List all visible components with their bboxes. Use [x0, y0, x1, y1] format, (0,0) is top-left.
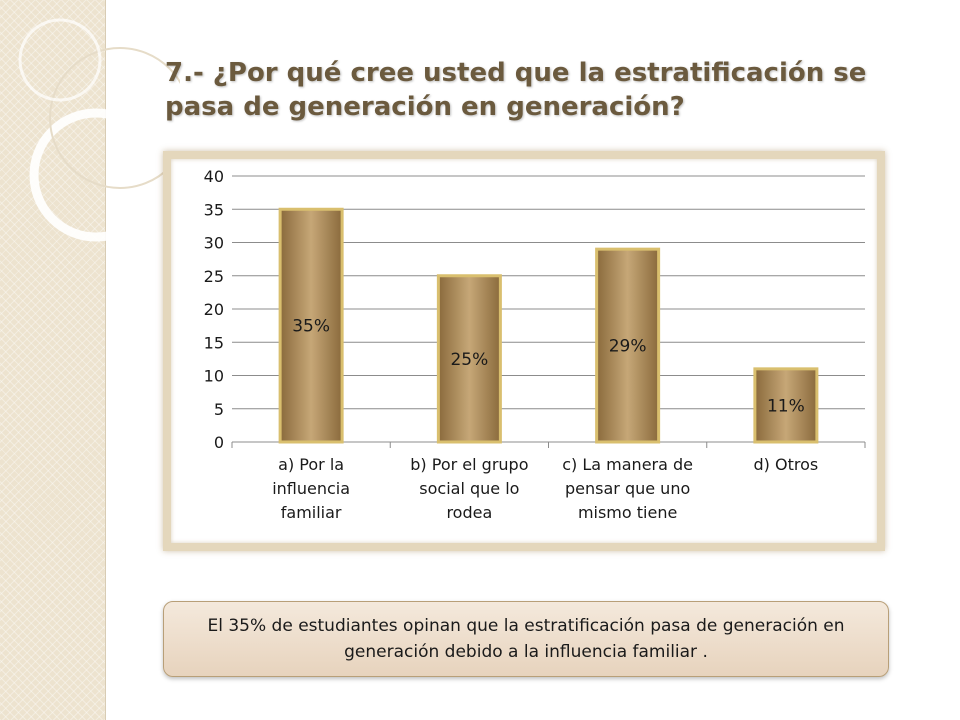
y-tick-label: 25 [204, 267, 224, 286]
y-tick-label: 5 [214, 400, 224, 419]
data-label: 29% [609, 337, 647, 357]
side-decoration-strip [0, 0, 106, 720]
bar-1 [436, 274, 502, 444]
data-label: 35% [292, 317, 330, 337]
x-category-label: familiar [281, 503, 342, 522]
x-category-label: influencia [272, 479, 350, 498]
chart-frame: 0 5 10 15 20 25 30 35 40 35% a) Por la influencia fa… [163, 151, 885, 551]
y-tick-label: 15 [204, 333, 224, 352]
y-tick-label: 0 [214, 433, 224, 452]
conclusion-text: El 35% de estudiantes opinan que la estr… [207, 616, 845, 662]
data-label: 25% [450, 350, 488, 370]
x-category-label: rodea [446, 503, 492, 522]
y-tick-label: 40 [204, 167, 224, 186]
bar-0 [278, 207, 344, 444]
x-category-label: c) La manera de [562, 455, 693, 474]
bar-3 [753, 367, 819, 444]
data-label: 11% [767, 396, 805, 416]
x-category-label: b) Por el grupo [410, 455, 528, 474]
bar-chart: 0 5 10 15 20 25 30 35 40 35% a) Por la influencia fa… [204, 167, 866, 522]
slide-title: 7.- ¿Por qué cree usted que la estratifi… [165, 58, 867, 122]
x-category-label: d) Otros [754, 455, 819, 474]
y-tick-label: 35 [204, 200, 224, 219]
bar-2 [595, 247, 661, 444]
x-category-label: a) Por la [278, 455, 344, 474]
x-category-label: social que lo [419, 479, 519, 498]
x-category-label: pensar que uno [565, 479, 690, 498]
y-tick-label: 10 [204, 367, 224, 386]
decorative-circles [18, 18, 180, 242]
x-category-label: mismo tiene [578, 503, 677, 522]
y-tick-label: 30 [204, 234, 224, 253]
y-tick-label: 20 [204, 300, 224, 319]
conclusion-box: El 35% de estudiantes opinan que la estr… [163, 601, 889, 677]
